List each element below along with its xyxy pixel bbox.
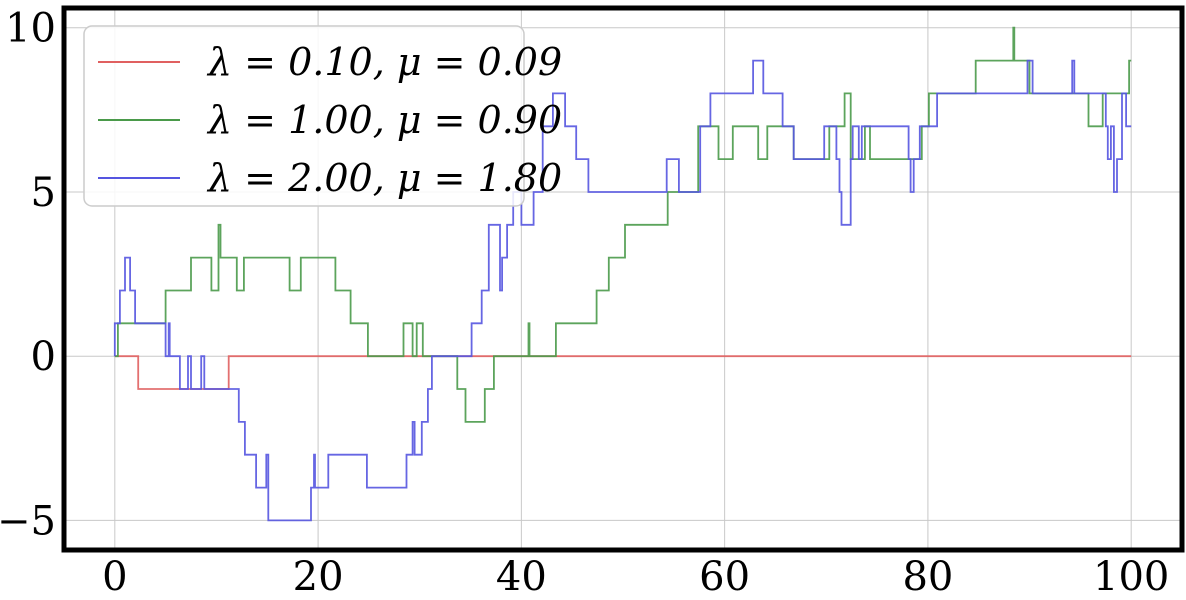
x-tick-label: 80 (902, 554, 953, 600)
x-tick-label: 0 (102, 554, 127, 600)
legend-label-3: λ = 2.00, μ = 1.80 (206, 156, 562, 200)
x-tick-label: 60 (699, 554, 750, 600)
y-tick-label: 5 (31, 170, 56, 216)
x-tick-label: 20 (293, 554, 344, 600)
y-tick-label: 10 (5, 6, 56, 52)
tick-labels: 0 20 40 60 80 100 −5 0 5 10 (0, 6, 1169, 600)
series-line-3 (113, 59, 1132, 522)
y-tick-label: −5 (0, 498, 56, 544)
x-tick-label: 40 (496, 554, 547, 600)
x-tick-label: 100 (1093, 554, 1169, 600)
plot-frame (61, 5, 1185, 553)
legend-label-2: λ = 1.00, μ = 0.90 (206, 98, 562, 142)
legend-box (83, 25, 525, 207)
legend: λ = 0.10, μ = 0.09 λ = 1.00, μ = 0.90 λ = … (83, 25, 562, 207)
series-group (113, 26, 1132, 522)
y-tick-label: 0 (31, 334, 56, 380)
legend-label-1: λ = 0.10, μ = 0.09 (206, 40, 562, 84)
